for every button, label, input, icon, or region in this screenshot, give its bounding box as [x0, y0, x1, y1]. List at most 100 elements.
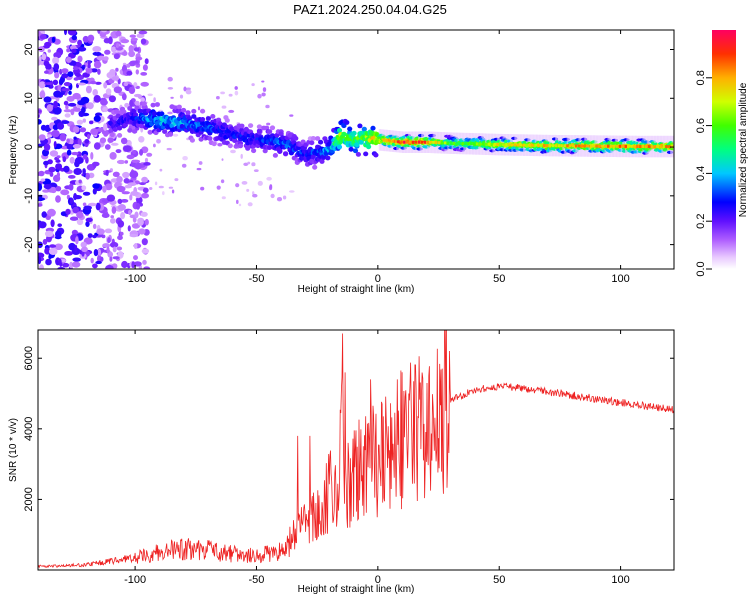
spectrogram-core: [609, 144, 613, 148]
spectrogram-cell: [200, 108, 206, 114]
spectrogram-cell: [137, 218, 144, 226]
spectrogram-cell: [92, 263, 98, 269]
spectrogram-cell: [52, 56, 60, 65]
spectrogram-cell: [116, 246, 123, 251]
spectrogram-core: [441, 141, 444, 145]
spectrogram-cell: [90, 257, 94, 264]
spectrogram-cell: [358, 140, 364, 145]
spectrogram-cell: [131, 261, 135, 269]
spectrogram-cell: [141, 238, 148, 246]
spectrogram-cell: [128, 209, 132, 215]
spectrogram-cell: [53, 63, 60, 71]
spectrogram-cell: [79, 127, 87, 133]
spectrogram-cell: [38, 81, 46, 89]
spectrogram-cell: [162, 129, 168, 135]
spectrogram-cell: [181, 107, 187, 113]
spectrogram-cell: [43, 96, 52, 103]
spectrogram-cell: [93, 142, 101, 150]
spectrogram-cell: [104, 228, 113, 234]
spectrogram-cell: [144, 157, 149, 163]
spectrogram-cell: [108, 95, 116, 103]
spectrogram-cell: [90, 68, 98, 73]
spectrogram-cell: [282, 195, 287, 200]
spectrogram-core: [388, 139, 391, 143]
colorbar-gradient: [712, 30, 736, 269]
y-tick-label: -10: [23, 188, 35, 204]
spectrogram-cell: [53, 141, 57, 148]
spectrogram-cell: [144, 58, 149, 65]
spectrogram-cell: [64, 251, 73, 256]
spectrogram-core: [510, 143, 514, 147]
spectrogram-cell: [96, 228, 105, 235]
x-tick-label: 50: [493, 574, 505, 586]
spectrogram-cell: [310, 154, 316, 160]
spectrogram-cell: [39, 34, 47, 40]
spectrogram-cell: [83, 205, 92, 211]
spectrogram-cell: [357, 123, 363, 129]
spectrogram-cell: [141, 101, 147, 107]
spectrogram-cell: [82, 154, 88, 159]
spectrogram-core: [496, 143, 499, 146]
x-tick-label: 0: [375, 574, 381, 586]
spectrogram-core: [400, 140, 403, 144]
spectrogram-cell: [272, 153, 278, 158]
spectrogram-cell: [69, 139, 74, 145]
spectrogram-cell: [73, 168, 82, 175]
spectrogram-core: [586, 144, 590, 148]
spectrogram-core: [528, 143, 531, 147]
spectrogram-cell: [77, 39, 83, 46]
spectrogram-cell: [100, 30, 108, 33]
spectrogram-cell: [132, 150, 137, 155]
spectrogram-cell: [151, 111, 158, 116]
spectrogram-cell: [133, 47, 140, 52]
spectrogram-cell: [147, 129, 153, 135]
spectrogram-cell: [130, 37, 138, 42]
spectrogram-core: [656, 145, 659, 149]
spectrogram-cell: [38, 256, 42, 265]
spectrogram-cell: [66, 48, 71, 53]
spectrogram-cell: [140, 38, 147, 45]
spectrogram-cell: [74, 72, 81, 77]
spectrogram-cell: [153, 143, 156, 148]
spectrogram-cell: [168, 186, 174, 189]
spectrogram-core: [545, 144, 549, 148]
snr-panel: -100 -50 0 50 100 6000 4000 2000 Height of str…: [8, 329, 675, 595]
spectrogram-cell: [72, 107, 82, 112]
spectrogram-cell: [60, 189, 70, 196]
snr-marks: [38, 330, 674, 569]
spectrogram-cell: [293, 136, 299, 141]
spectrogram-cell: [133, 255, 138, 261]
spectrogram-cell: [129, 233, 138, 238]
spectrogram-cell: [352, 148, 359, 154]
spectrogram-cell: [105, 264, 114, 269]
spectrogram-cell: [130, 191, 139, 196]
spectrogram-cell: [197, 106, 201, 111]
colorbar: 0.0 0.2 0.4 0.6 0.8 Normalized spectral ampl…: [695, 30, 749, 277]
spectrogram-cell: [53, 100, 58, 109]
spectrogram-cell: [109, 241, 119, 248]
spectrogram-cell: [138, 136, 145, 143]
spectrogram-cell: [136, 33, 145, 39]
spectrogram-cell: [110, 218, 116, 224]
spectrogram-cell: [76, 119, 84, 125]
spectrogram-cell: [71, 229, 78, 236]
spectrogram-cell: [38, 119, 42, 125]
spectrogram-cell: [71, 48, 77, 54]
spectrogram-cell: [172, 133, 179, 137]
spectrogram-cell: [104, 144, 111, 150]
spectrogram-core: [473, 142, 476, 146]
spectrogram-cell: [81, 107, 86, 113]
spectrogram-cell: [120, 212, 126, 220]
spectrogram-cell: [101, 129, 111, 135]
spectrogram-cell: [59, 133, 67, 142]
spectrogram-cell: [256, 128, 262, 134]
spectrogram-cell: [205, 116, 211, 121]
spectrogram-cell: [69, 156, 75, 164]
spectrogram-cell: [106, 194, 116, 202]
spectrogram-cell: [315, 136, 321, 141]
spectrogram-cell: [348, 146, 354, 152]
spectrogram-cell: [265, 104, 270, 109]
spectrogram-cell: [135, 202, 141, 210]
spectrogram-cell: [45, 258, 52, 266]
spectrogram-cell: [129, 60, 139, 64]
